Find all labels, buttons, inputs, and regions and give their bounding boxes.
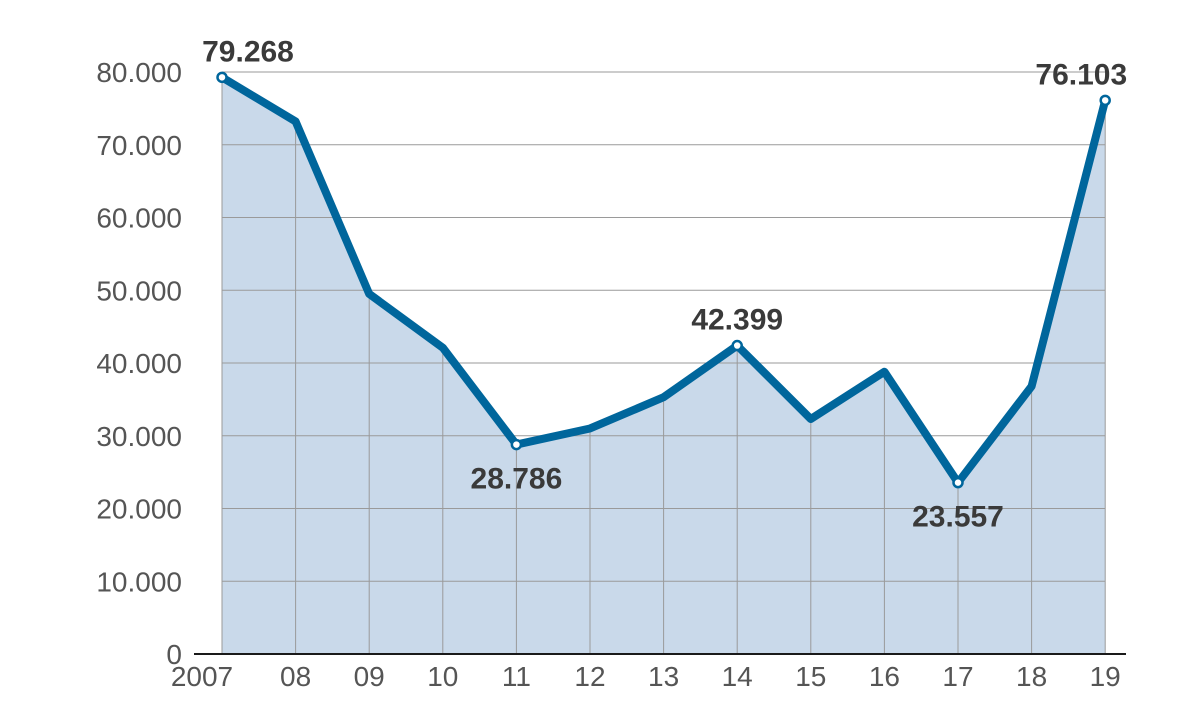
data-label: 76.103 [1035,58,1127,91]
x-tick-label: 13 [648,661,679,692]
x-tick-label: 2007 [171,661,233,692]
x-tick-label: 19 [1090,661,1121,692]
y-tick-label: 0 [166,639,182,670]
y-tick-label: 80.000 [96,57,182,88]
y-tick-label: 50.000 [96,275,182,306]
x-tick-label: 18 [1016,661,1047,692]
data-point-marker [216,71,228,84]
data-label: 42.399 [691,304,783,337]
x-tick-label: 08 [280,661,311,692]
data-label: 79.268 [202,35,294,68]
x-tick-label: 10 [427,661,458,692]
y-tick-label: 60.000 [96,203,182,234]
x-tick-label: 09 [354,661,385,692]
data-point-marker [952,476,964,489]
y-tick-label: 70.000 [96,130,182,161]
data-label: 28.786 [471,463,563,496]
x-tick-label: 17 [942,661,973,692]
x-tick-label: 16 [869,661,900,692]
y-tick-label: 40.000 [96,348,182,379]
y-tick-label: 20.000 [96,494,182,525]
y-tick-label: 30.000 [96,421,182,452]
data-point-marker [731,339,743,352]
y-axis-ticks: 0 10.000 20.000 30.000 40.000 50.000 60.000 70.… [96,57,182,670]
x-tick-label: 15 [795,661,826,692]
x-tick-label: 14 [722,661,753,692]
grid-layer [221,71,1106,654]
data-point-marker [510,438,523,451]
x-tick-label: 11 [502,661,531,692]
x-axis-ticks: 2007 08 09 10 11 12 13 14 15 16 17 18 19 [171,661,1121,692]
data-point-marker [1099,94,1111,107]
marker-layer [216,71,1111,489]
data-label: 23.557 [912,501,1004,534]
x-tick-label: 12 [574,661,605,692]
y-tick-label: 10.000 [96,566,182,597]
data-labels: 79.268 28.786 42.399 23.557 76.103 [202,35,1127,533]
